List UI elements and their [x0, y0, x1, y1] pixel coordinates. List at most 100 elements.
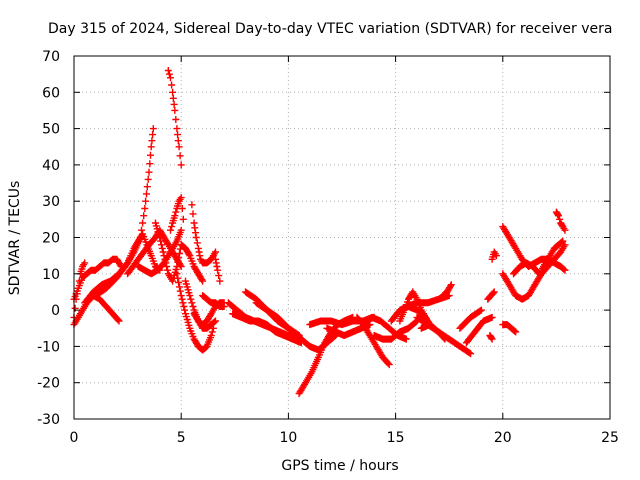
x-tick-label: 15	[387, 430, 405, 446]
series-arc-16	[199, 292, 228, 310]
data-point	[440, 334, 448, 342]
series-arc-37	[486, 332, 496, 343]
data-point	[140, 212, 148, 220]
data-point	[477, 306, 485, 314]
data-point	[488, 335, 496, 343]
data-point	[142, 197, 150, 205]
data-point	[385, 361, 393, 369]
data-point	[171, 212, 179, 220]
data-point	[173, 270, 181, 278]
series-arc-9	[164, 67, 185, 169]
data-point	[384, 359, 392, 367]
chart-title: Day 315 of 2024, Sidereal Day-to-day VTE…	[48, 21, 612, 37]
y-tick-label: 10	[42, 267, 60, 283]
data-point	[174, 274, 182, 282]
data-point	[146, 160, 154, 168]
data-point	[164, 67, 172, 74]
data-point	[559, 237, 567, 245]
data-point	[490, 288, 498, 296]
data-point	[177, 226, 185, 234]
data-point	[158, 244, 166, 252]
data-point	[193, 239, 201, 247]
data-point	[143, 183, 151, 191]
data-point	[560, 265, 568, 273]
data-point	[177, 194, 185, 202]
x-tick-label: 10	[279, 430, 297, 446]
x-tick-label: 20	[494, 430, 512, 446]
data-point	[181, 306, 189, 314]
data-point	[176, 250, 183, 257]
data-point	[157, 237, 165, 245]
data-point	[466, 349, 474, 357]
series-arc-36	[462, 313, 496, 347]
data-point	[179, 299, 187, 307]
data-point	[162, 259, 170, 267]
data-point	[207, 332, 215, 339]
data-point	[175, 143, 183, 151]
data-point	[147, 151, 154, 159]
data-point	[210, 318, 218, 326]
data-point	[114, 316, 122, 324]
data-point	[175, 279, 183, 286]
data-point	[189, 210, 197, 218]
data-point	[160, 252, 168, 260]
y-tick-label: 60	[42, 85, 60, 101]
x-tick-label: 0	[70, 430, 79, 446]
data-point	[167, 226, 174, 234]
data-point	[177, 161, 185, 169]
x-axis-label: GPS time / hours	[281, 458, 398, 474]
data-points	[70, 67, 569, 398]
data-point	[177, 292, 185, 300]
data-point	[169, 88, 177, 96]
data-point	[161, 255, 169, 263]
data-point	[199, 277, 207, 285]
data-point	[447, 281, 455, 289]
data-point	[179, 215, 187, 223]
y-tick-label: -10	[37, 339, 60, 355]
data-point	[144, 175, 152, 183]
data-point	[174, 131, 182, 139]
data-point	[535, 270, 543, 278]
y-tick-label: 50	[42, 122, 60, 138]
data-point	[168, 81, 176, 89]
grid	[74, 56, 610, 419]
data-point	[214, 266, 222, 274]
data-point	[447, 282, 454, 290]
data-point	[192, 234, 200, 241]
data-point	[212, 317, 219, 325]
data-point	[123, 260, 130, 268]
data-point	[180, 303, 188, 310]
axis-ticks: 0 5 10 15 20 25 -30 -20 -10 0 10 20 30 40 50 60 70	[37, 49, 619, 446]
series-arc-43	[537, 237, 567, 274]
data-point	[163, 263, 171, 270]
data-point	[165, 70, 173, 78]
data-point	[173, 263, 181, 270]
data-point	[178, 295, 186, 303]
data-point	[215, 272, 223, 280]
y-tick-label: 20	[42, 231, 60, 247]
data-point	[71, 304, 79, 312]
data-point	[188, 201, 196, 209]
series-arc-19	[229, 310, 305, 347]
data-point	[198, 276, 206, 284]
data-point	[173, 125, 181, 133]
data-point	[188, 299, 196, 307]
series-arc-10	[167, 194, 187, 234]
data-point	[176, 287, 184, 295]
data-point	[74, 284, 82, 292]
data-point	[556, 215, 564, 223]
series-arc-38	[484, 288, 498, 303]
series-arc-28	[370, 317, 421, 343]
data-point	[555, 212, 562, 220]
data-point	[441, 335, 449, 343]
data-point	[208, 328, 216, 336]
data-point	[366, 321, 374, 329]
data-point	[149, 125, 157, 133]
data-point	[169, 94, 177, 102]
data-point	[159, 248, 167, 256]
data-point	[158, 241, 165, 249]
x-tick-label: 5	[177, 430, 186, 446]
y-tick-label: 40	[42, 158, 60, 174]
x-tick-label: 25	[601, 430, 619, 446]
